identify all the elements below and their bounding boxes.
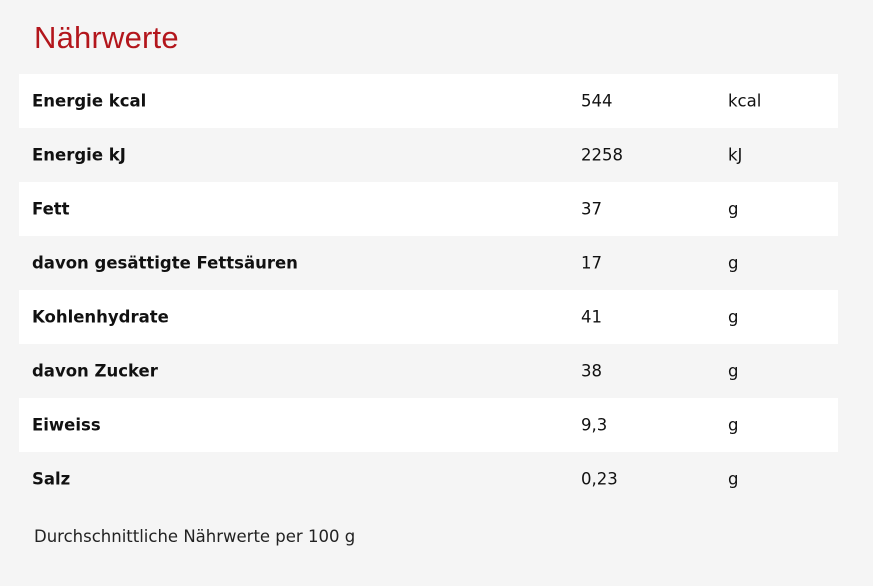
nutrient-value: 37 — [581, 199, 602, 219]
nutrient-value: 17 — [581, 253, 602, 273]
nutrient-unit: g — [728, 307, 739, 327]
nutrient-unit: g — [728, 469, 739, 489]
nutrient-name: Kohlenhydrate — [32, 307, 169, 327]
table-row: Fett 37 g — [19, 182, 838, 236]
nutrient-value: 0,23 — [581, 469, 618, 489]
nutrition-table: Energie kcal 544 kcal Energie kJ 2258 kJ Fett 3… — [19, 74, 838, 506]
nutrient-unit: kcal — [728, 91, 762, 111]
table-row: Kohlenhydrate 41 g — [19, 290, 838, 344]
nutrient-name: davon Zucker — [32, 361, 158, 381]
nutrient-value: 41 — [581, 307, 602, 327]
nutrient-name: Salz — [32, 469, 71, 489]
title: Nährwerte — [34, 20, 179, 55]
nutrient-name: davon gesättigte Fettsäuren — [32, 253, 298, 273]
footnote: Durchschnittliche Nährwerte per 100 g — [34, 527, 356, 546]
nutrient-name: Fett — [32, 199, 70, 219]
nutrient-unit: g — [728, 199, 739, 219]
nutrient-name: Eiweiss — [32, 415, 101, 435]
table-row: davon gesättigte Fettsäuren 17 g — [19, 236, 838, 290]
nutrient-value: 2258 — [581, 145, 623, 165]
table-row: Eiweiss 9,3 g — [19, 398, 838, 452]
nutrient-name: Energie kcal — [32, 91, 147, 111]
nutrient-value: 544 — [581, 91, 613, 111]
nutrient-value: 38 — [581, 361, 602, 381]
nutrient-unit: g — [728, 415, 739, 435]
table-row: Energie kcal 544 kcal — [19, 74, 838, 128]
nutrient-unit: g — [728, 253, 739, 273]
table-row: davon Zucker 38 g — [19, 344, 838, 398]
table-row: Salz 0,23 g — [19, 452, 838, 506]
nutrient-value: 9,3 — [581, 415, 608, 435]
nutrient-unit: g — [728, 361, 739, 381]
table-row: Energie kJ 2258 kJ — [19, 128, 838, 182]
nutrient-name: Energie kJ — [32, 145, 126, 165]
nutrient-unit: kJ — [728, 145, 743, 165]
